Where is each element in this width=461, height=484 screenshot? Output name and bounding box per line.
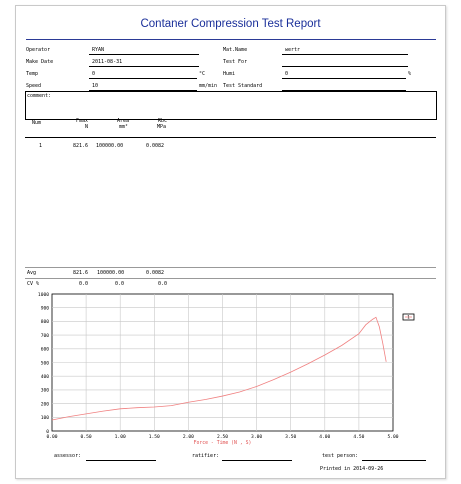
speed-value: 10: [92, 83, 99, 89]
x-tick-label: 4.00: [319, 434, 330, 440]
temp-label: Temp: [26, 71, 39, 77]
avg-fmax: 821.6: [73, 270, 89, 276]
printed-date: Printed in 2014-09-26: [320, 466, 384, 472]
x-tick-label: 5.00: [387, 434, 398, 440]
operator-label: Operator: [26, 47, 51, 53]
make-date-label: Make Date: [26, 59, 54, 65]
mat-name-value: wertr: [285, 47, 301, 53]
row-rbc: 0.0082: [146, 143, 165, 149]
comment-box: [25, 91, 437, 120]
report-page: Contaner Compression Test Report Operato…: [15, 5, 446, 479]
test-standard-label: Test Standard: [223, 83, 263, 89]
y-tick-label: 1000: [38, 292, 49, 298]
assessor-line: [86, 460, 156, 461]
table-header-rule: [25, 137, 436, 138]
operator-underline: [89, 54, 199, 55]
humi-unit: %: [408, 71, 412, 77]
assessor-label: assessor:: [54, 453, 82, 459]
col-rbc-unit: MPa: [157, 124, 167, 130]
summary-mid-rule: [25, 278, 436, 279]
test-person-line: [362, 460, 426, 461]
x-tick-label: 3.50: [285, 434, 296, 440]
cv-area: 0.0: [115, 281, 125, 287]
ratifier-label: ratifier:: [192, 453, 220, 459]
col-area-unit: mm²: [119, 124, 129, 130]
title-rule: [26, 39, 436, 40]
mat-name-underline: [282, 54, 408, 55]
y-tick-label: 700: [41, 333, 50, 339]
y-tick-label: 800: [41, 319, 50, 325]
cv-rbc: 0.0: [158, 281, 168, 287]
y-tick-label: 0: [46, 429, 49, 435]
row-fmax: 821.6: [73, 143, 89, 149]
cv-label: CV %: [27, 281, 40, 287]
test-for-label: Test For: [223, 59, 248, 65]
ratifier-line: [222, 460, 292, 461]
humi-underline: [282, 78, 406, 79]
x-tick-label: 0.00: [46, 434, 57, 440]
x-tick-label: 4.50: [353, 434, 364, 440]
test-person-label: test person:: [322, 453, 359, 459]
col-fmax-header: Fmax: [76, 118, 89, 124]
y-tick-label: 200: [41, 401, 50, 407]
speed-label: Speed: [26, 83, 42, 89]
col-area-header: Area: [117, 118, 130, 124]
y-tick-label: 500: [41, 360, 50, 366]
test-for-underline: [282, 66, 408, 67]
temp-unit: °C: [199, 71, 206, 77]
speed-unit: mm/min: [199, 83, 218, 89]
report-title: Contaner Compression Test Report: [140, 18, 321, 30]
humi-label: Humi: [223, 71, 236, 77]
row-num: 1: [39, 143, 43, 149]
row-area: 100000.00: [96, 143, 124, 149]
x-tick-label: 1.00: [115, 434, 126, 440]
temp-underline: [89, 78, 197, 79]
avg-label: Avg: [27, 270, 37, 276]
operator-value: RYAN: [92, 47, 105, 53]
legend-label: 1: [407, 315, 410, 320]
x-tick-label: 2.50: [217, 434, 228, 440]
summary-top-rule: [25, 267, 436, 268]
x-axis-label: Force - Time (N , S): [194, 440, 252, 446]
legend: 1: [402, 313, 415, 321]
col-fmax-unit: N: [85, 124, 89, 130]
y-tick-label: 600: [41, 347, 50, 353]
make-date-value: 2011-08-31: [92, 59, 123, 65]
make-date-underline: [89, 66, 199, 67]
y-tick-label: 900: [41, 306, 50, 312]
x-tick-label: 2.00: [183, 434, 194, 440]
y-tick-label: 300: [41, 388, 50, 394]
avg-area: 100000.00: [97, 270, 125, 276]
humi-value: 0: [285, 71, 289, 77]
comment-label: comment:: [27, 93, 52, 99]
x-tick-label: 3.00: [251, 434, 262, 440]
col-rbc-header: Rbc: [158, 118, 168, 124]
cv-fmax: 0.0: [79, 281, 89, 287]
speed-underline: [89, 90, 197, 91]
test-standard-underline: [282, 90, 406, 91]
y-tick-label: 100: [41, 415, 50, 421]
y-tick-label: 400: [41, 374, 50, 380]
avg-rbc: 0.0082: [146, 270, 165, 276]
temp-value: 0: [92, 71, 96, 77]
col-num-header: Num: [32, 120, 42, 126]
x-tick-label: 0.50: [81, 434, 92, 440]
mat-name-label: Mat.Name: [223, 47, 248, 53]
x-tick-label: 1.50: [149, 434, 160, 440]
force-time-chart: 0 100 200 300 400 500 600 700 800 900 1000 0.00 0.50…: [38, 292, 415, 446]
series-line: [51, 316, 387, 421]
